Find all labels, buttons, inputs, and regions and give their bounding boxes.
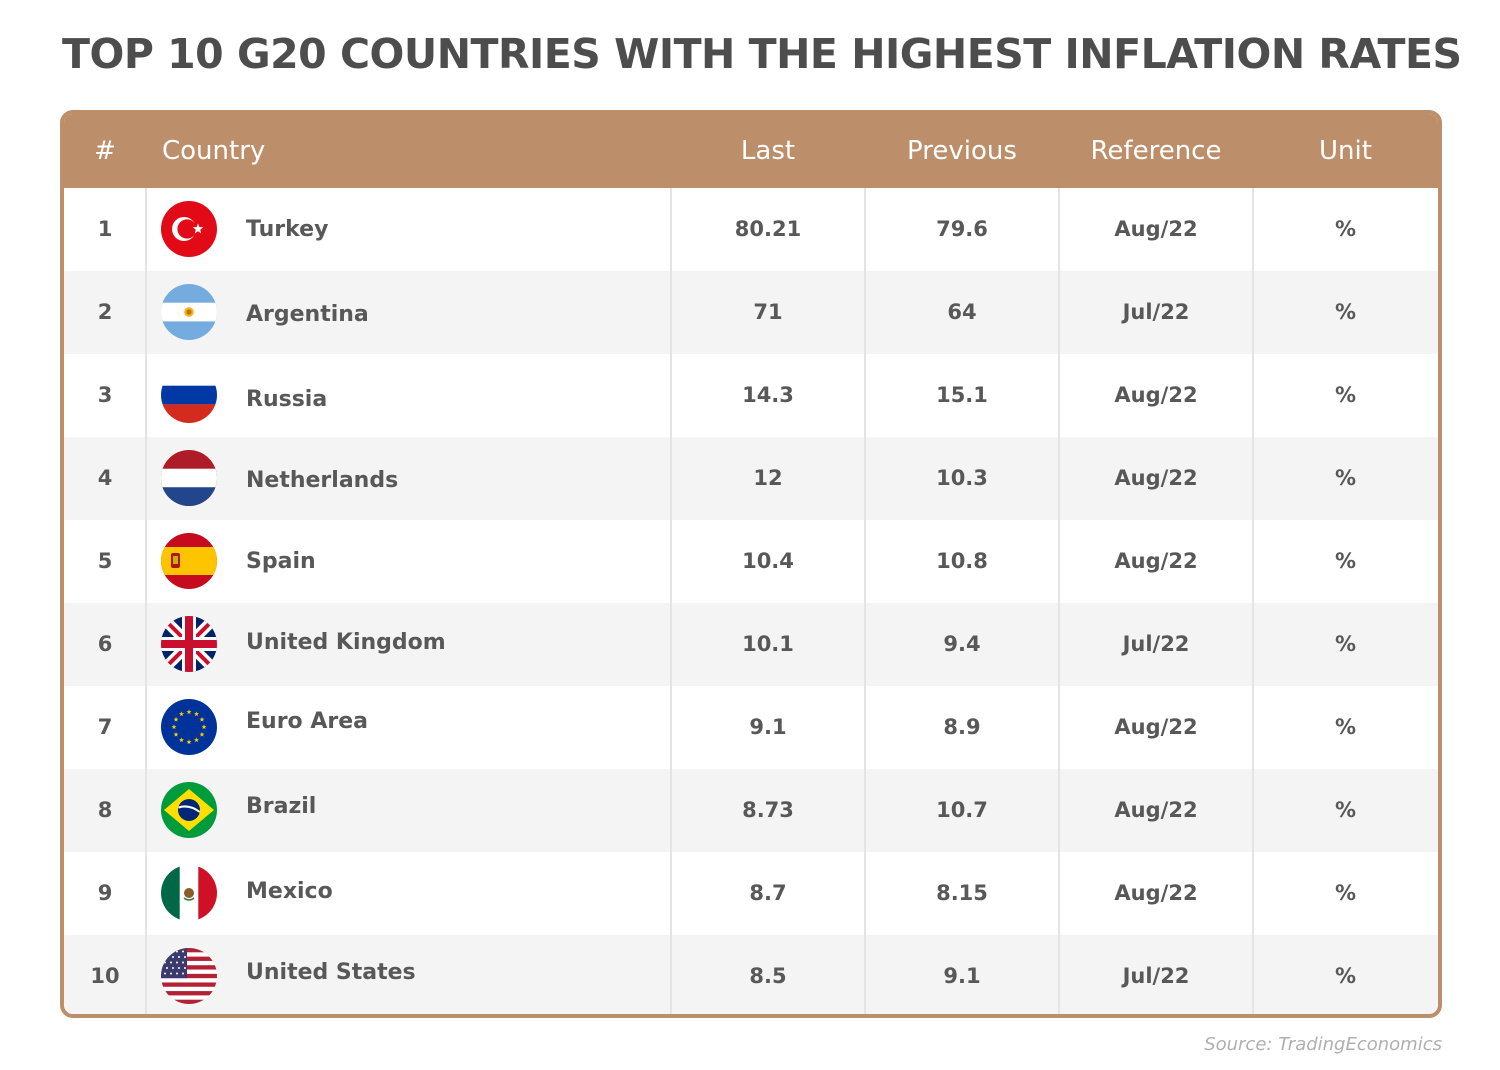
source-note: Source: TradingEconomics	[1204, 1034, 1442, 1055]
previous-value-cell: 9.1	[943, 964, 981, 988]
column-divider	[1252, 188, 1254, 1014]
table-row: 6 United Kingdom 10.1 9.4 Jul/22%	[64, 603, 1438, 686]
unit-cell: %	[1334, 383, 1357, 407]
unit-cell: %	[1334, 466, 1357, 490]
last-value-cell: 14.3	[742, 383, 794, 407]
unit-cell: %	[1334, 300, 1357, 324]
russia-flag-icon	[161, 367, 217, 423]
reference-cell: Aug/22	[1114, 217, 1198, 241]
rank-cell: 3	[97, 383, 113, 407]
last-value-cell: 71	[753, 300, 783, 324]
reference-cell: Aug/22	[1114, 466, 1198, 490]
turkey-flag-icon	[161, 201, 217, 257]
table-row: 4 Netherlands 12 10.3 Aug/22%	[64, 437, 1438, 520]
header-rank: #	[94, 136, 116, 166]
reference-cell: Aug/22	[1114, 383, 1198, 407]
column-divider	[670, 188, 672, 1014]
unit-cell: %	[1334, 217, 1357, 241]
table-row: 10 United States 8.5 9.1 Jul/22%	[64, 935, 1438, 1014]
last-value-cell: 10.4	[742, 549, 794, 573]
table-row: 8 Brazil 8.73 10.7 Aug/22%	[64, 769, 1438, 852]
unit-cell: %	[1334, 632, 1357, 656]
brazil-flag-icon	[161, 782, 217, 838]
table-row: 7 Euro Area 9.1 8.9 Aug/22%	[64, 686, 1438, 769]
page-title: TOP 10 G20 COUNTRIES WITH THE HIGHEST IN…	[62, 30, 1462, 78]
inflation-table: # Country Last Previous Reference Unit 1…	[60, 110, 1442, 1018]
reference-cell: Jul/22	[1122, 964, 1190, 988]
rank-cell: 5	[97, 549, 113, 573]
table-row: 3 Russia 14.3 15.1 Aug/22%	[64, 354, 1438, 437]
previous-value-cell: 8.15	[936, 881, 988, 905]
unit-cell: %	[1334, 798, 1357, 822]
last-value-cell: 8.7	[749, 881, 787, 905]
reference-cell: Aug/22	[1114, 798, 1198, 822]
column-divider	[1058, 188, 1060, 1014]
reference-cell: Aug/22	[1114, 549, 1198, 573]
previous-value-cell: 15.1	[936, 383, 988, 407]
rank-cell: 9	[97, 881, 113, 905]
previous-value-cell: 10.3	[936, 466, 988, 490]
reference-cell: Aug/22	[1114, 881, 1198, 905]
netherlands-flag-icon	[161, 450, 217, 506]
column-divider	[145, 188, 147, 1014]
previous-value-cell: 64	[947, 300, 977, 324]
reference-cell: Aug/22	[1114, 715, 1198, 739]
rank-cell: 4	[97, 466, 113, 490]
last-value-cell: 80.21	[734, 217, 802, 241]
table-row: 9 Mexico 8.7 8.15 Aug/22%	[64, 852, 1438, 935]
spain-flag-icon	[161, 533, 217, 589]
table-row: 2 Argentina 71 64 Jul/22%	[64, 271, 1438, 354]
country-name: United Kingdom	[246, 630, 446, 655]
country-name: United States	[246, 960, 416, 985]
last-value-cell: 8.73	[742, 798, 794, 822]
country-name: Netherlands	[246, 468, 399, 493]
last-value-cell: 12	[753, 466, 783, 490]
country-name: Spain	[246, 549, 316, 574]
rank-cell: 8	[97, 798, 113, 822]
last-value-cell: 8.5	[749, 964, 787, 988]
rank-cell: 2	[97, 300, 113, 324]
table-row: 1 Turkey 80.21 79.6 Aug/22%	[64, 188, 1438, 271]
country-name: Brazil	[246, 794, 317, 819]
last-value-cell: 9.1	[749, 715, 787, 739]
country-name: Russia	[246, 387, 328, 412]
last-value-cell: 10.1	[742, 632, 794, 656]
rank-cell: 10	[90, 964, 120, 988]
rank-cell: 1	[97, 217, 113, 241]
unit-cell: %	[1334, 964, 1357, 988]
reference-cell: Jul/22	[1122, 300, 1190, 324]
header-country: Country	[162, 136, 266, 166]
header-unit: Unit	[1319, 136, 1372, 166]
rank-cell: 7	[97, 715, 113, 739]
previous-value-cell: 8.9	[943, 715, 981, 739]
header-last: Last	[740, 136, 796, 166]
unit-cell: %	[1334, 715, 1357, 739]
country-name: Argentina	[246, 302, 369, 327]
previous-value-cell: 9.4	[943, 632, 981, 656]
country-name: Mexico	[246, 879, 333, 904]
previous-value-cell: 79.6	[936, 217, 988, 241]
header-previous: Previous	[907, 136, 1017, 166]
eu-flag-icon	[161, 699, 217, 755]
uk-flag-icon	[161, 616, 217, 672]
us-flag-icon	[161, 948, 217, 1004]
previous-value-cell: 10.7	[936, 798, 988, 822]
column-divider	[864, 188, 866, 1014]
rank-cell: 6	[97, 632, 113, 656]
mexico-flag-icon	[161, 865, 217, 921]
table-header-row: # Country Last Previous Reference Unit	[64, 114, 1438, 188]
previous-value-cell: 10.8	[936, 549, 988, 573]
unit-cell: %	[1334, 549, 1357, 573]
country-name: Turkey	[246, 217, 329, 242]
reference-cell: Jul/22	[1122, 632, 1190, 656]
table-row: 5 Spain 10.4 10.8 Aug/22%	[64, 520, 1438, 603]
unit-cell: %	[1334, 881, 1357, 905]
header-reference: Reference	[1090, 136, 1222, 166]
argentina-flag-icon	[161, 284, 217, 340]
country-name: Euro Area	[246, 709, 368, 734]
